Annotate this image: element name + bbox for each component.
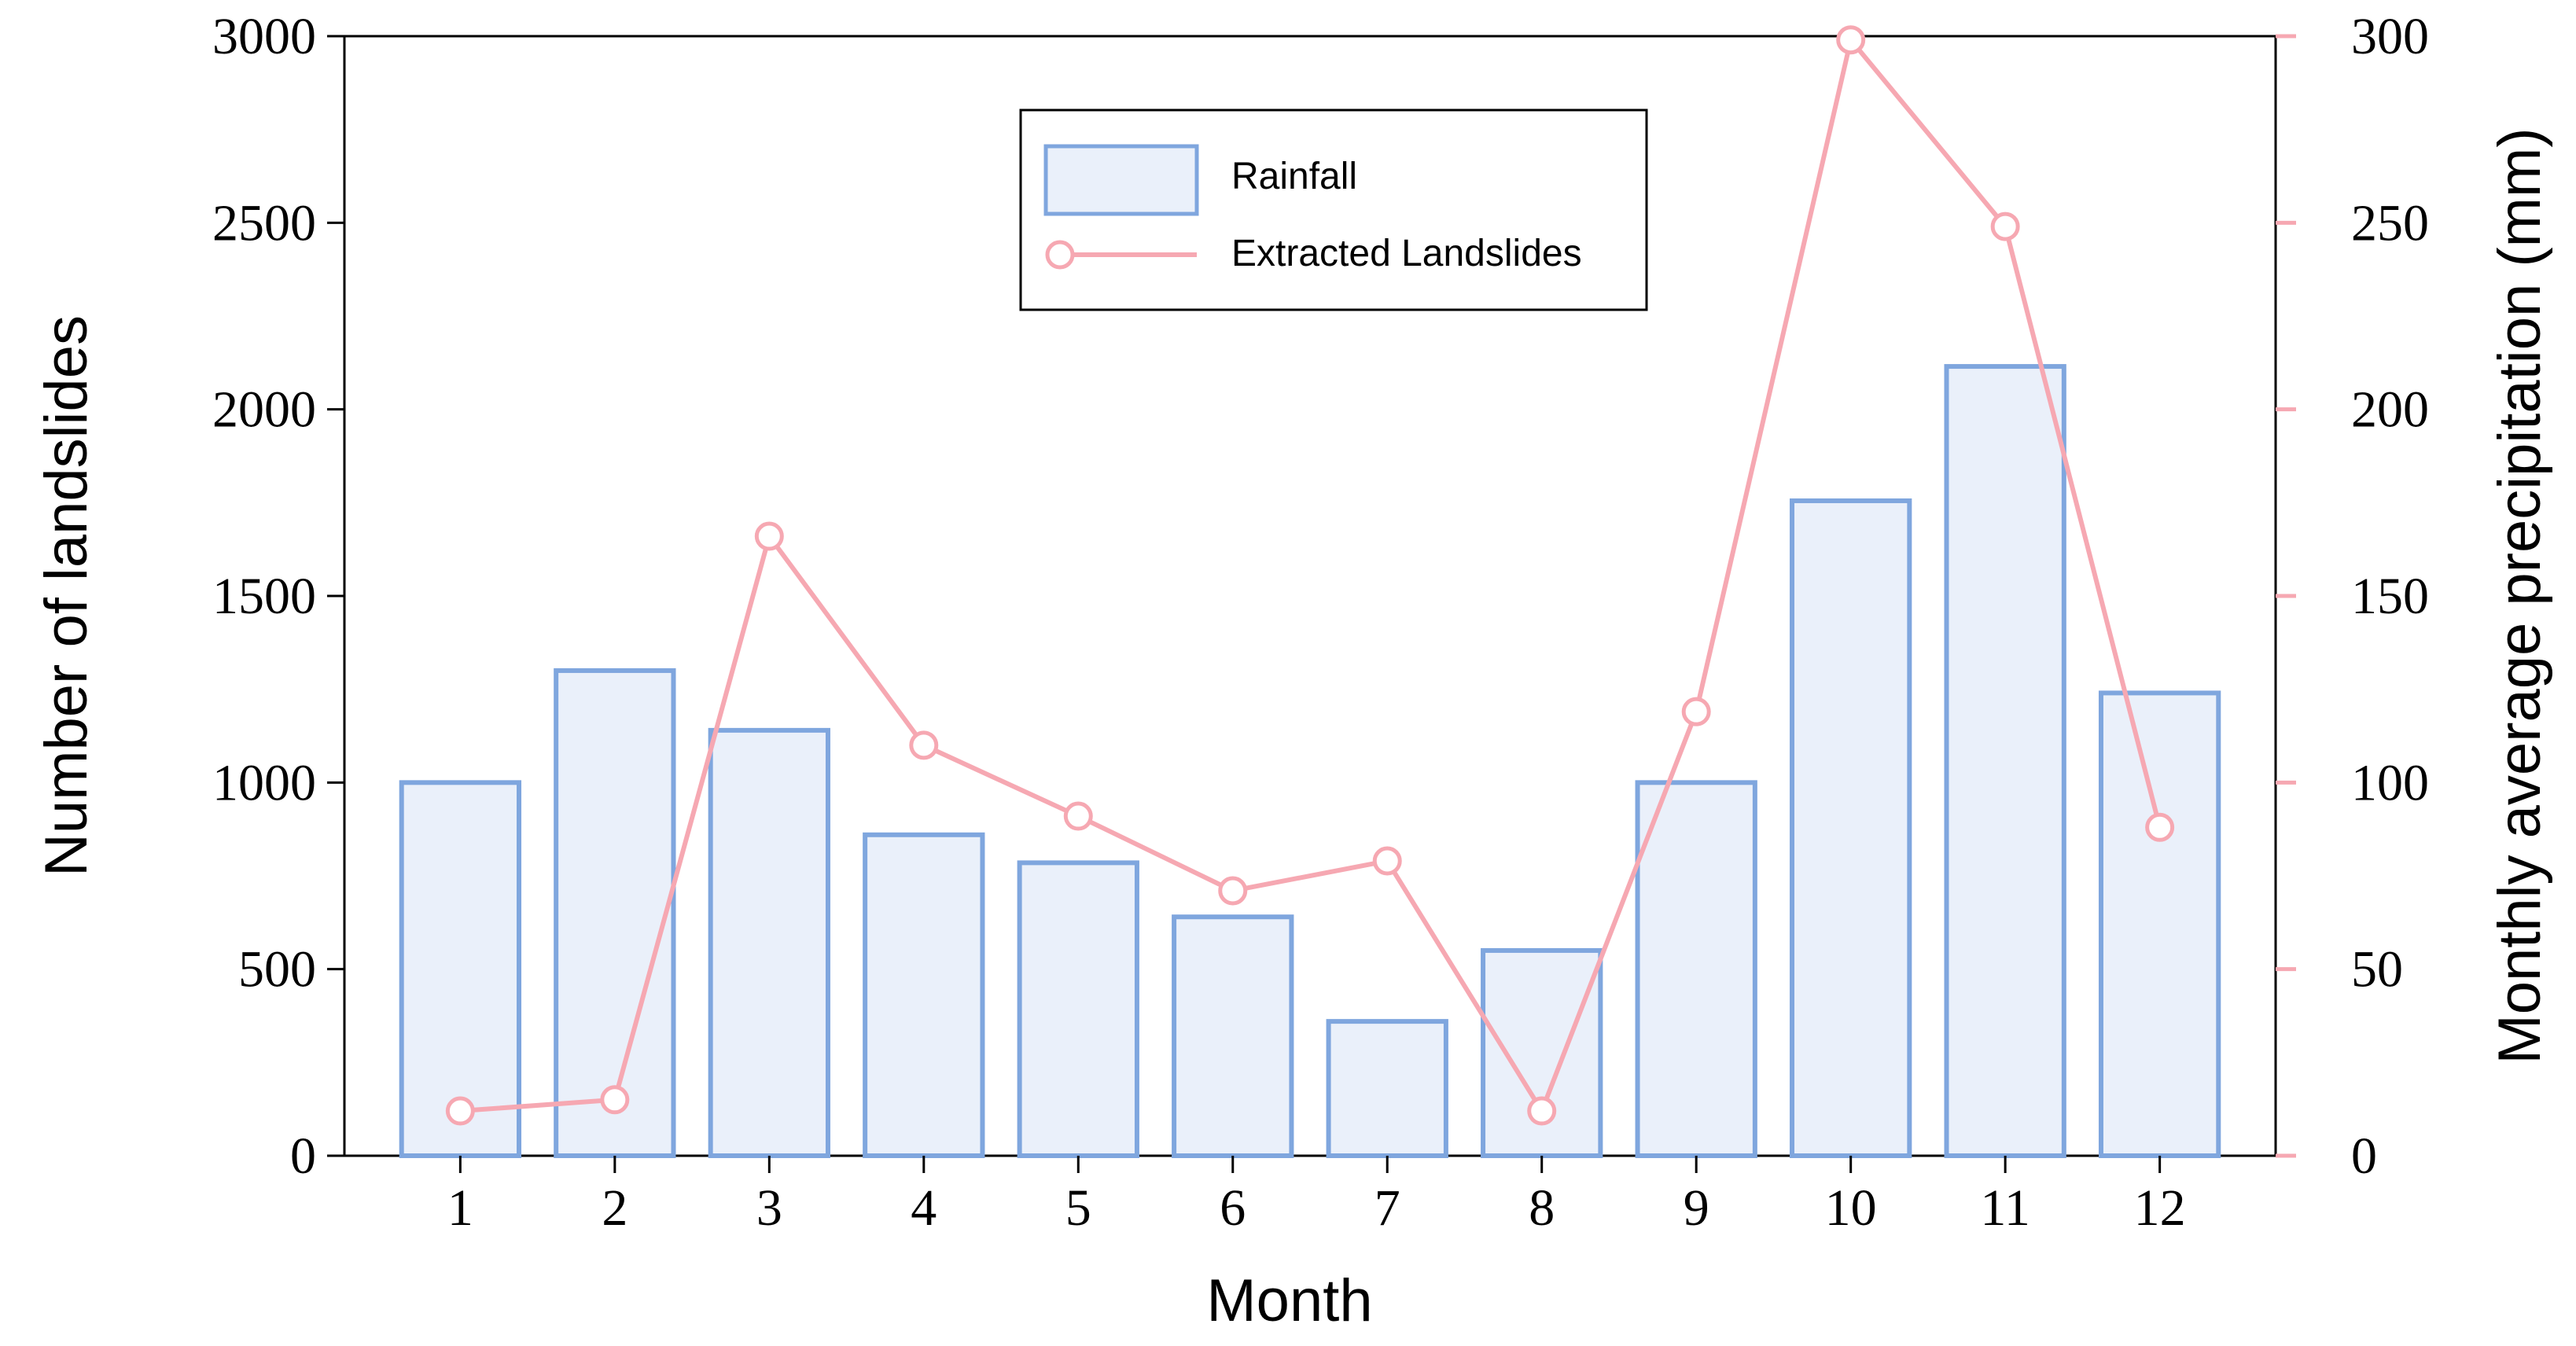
bar-month-10 bbox=[1790, 498, 1912, 1158]
x-tick-label: 3 bbox=[756, 1179, 782, 1237]
y2-tick-label: 200 bbox=[2351, 381, 2429, 439]
x-tick-label: 5 bbox=[1065, 1179, 1091, 1237]
landslides-point-month-7 bbox=[1372, 846, 1402, 876]
y-tick-label: 1500 bbox=[212, 568, 316, 625]
bar-month-3 bbox=[708, 727, 830, 1158]
bar-month-2 bbox=[554, 667, 676, 1158]
landslides-point-month-5 bbox=[1063, 801, 1093, 831]
bar-month-11 bbox=[1944, 364, 2066, 1158]
landslides-point-month-9 bbox=[1681, 697, 1711, 726]
landslides-point-month-12 bbox=[2145, 812, 2175, 842]
y2-tick-label: 250 bbox=[2351, 194, 2429, 252]
x-tick-label: 7 bbox=[1374, 1179, 1400, 1237]
y-tick-label: 3000 bbox=[212, 8, 316, 65]
x-tick-label: 4 bbox=[911, 1179, 937, 1237]
landslides-line bbox=[460, 37, 2162, 1114]
x-axis-label: Month bbox=[1206, 1267, 1372, 1334]
x-tick-label: 8 bbox=[1529, 1179, 1555, 1237]
legend-label-landslides: Extracted Landslides bbox=[1231, 233, 1582, 274]
x-tick-label: 11 bbox=[1980, 1179, 2030, 1237]
y-tick-label: 2500 bbox=[212, 194, 316, 252]
x-tick-label: 9 bbox=[1684, 1179, 1709, 1237]
bar-month-6 bbox=[1172, 914, 1294, 1159]
bar-month-7 bbox=[1326, 1019, 1448, 1158]
y-tick-label: 500 bbox=[238, 941, 316, 998]
legend-label-rainfall: Rainfall bbox=[1231, 156, 1357, 197]
legend: Rainfall Extracted Landslides bbox=[1019, 108, 1648, 311]
landslides-point-month-10 bbox=[1836, 25, 1866, 55]
landslides-point-month-6 bbox=[1218, 876, 1248, 906]
landslides-point-month-4 bbox=[909, 730, 939, 760]
x-tick-label: 10 bbox=[1825, 1179, 1877, 1237]
line-layer bbox=[445, 25, 2175, 1126]
bar-month-12 bbox=[2098, 690, 2221, 1158]
y2-axis-label: Monthly average precipitation (mm) bbox=[2486, 127, 2553, 1064]
y-tick-label: 2000 bbox=[212, 381, 316, 439]
y2-tick-label: 300 bbox=[2351, 8, 2429, 65]
bar-month-4 bbox=[863, 832, 985, 1158]
bar-month-9 bbox=[1635, 780, 1757, 1158]
x-tick-label: 1 bbox=[447, 1179, 473, 1237]
y-tick-label: 1000 bbox=[212, 754, 316, 811]
bar-month-5 bbox=[1017, 860, 1139, 1159]
landslides-point-month-2 bbox=[600, 1085, 630, 1115]
y2-tick-label: 150 bbox=[2351, 568, 2429, 625]
landslides-point-month-1 bbox=[445, 1096, 475, 1126]
landslides-point-month-3 bbox=[754, 521, 784, 551]
landslides-point-month-11 bbox=[1990, 211, 2020, 241]
x-tick-label: 2 bbox=[602, 1179, 627, 1237]
landslides-point-month-8 bbox=[1527, 1096, 1557, 1126]
bars-layer bbox=[399, 364, 2221, 1159]
y2-tick-label: 100 bbox=[2351, 754, 2429, 811]
legend-swatch-landslides-marker bbox=[1045, 240, 1075, 270]
y-axis-label: Number of landslides bbox=[33, 315, 100, 877]
y2-tick-label: 50 bbox=[2351, 941, 2403, 998]
y2-tick-label: 0 bbox=[2351, 1127, 2377, 1185]
axis-layer: 0 500 1000 1500 2000 2500 3000 0 50 100 150 200 250 3… bbox=[212, 8, 2429, 1237]
y-tick-label: 0 bbox=[290, 1127, 316, 1185]
x-tick-label: 6 bbox=[1220, 1179, 1246, 1237]
x-tick-label: 12 bbox=[2134, 1179, 2186, 1237]
legend-swatch-rainfall bbox=[1043, 144, 1199, 216]
